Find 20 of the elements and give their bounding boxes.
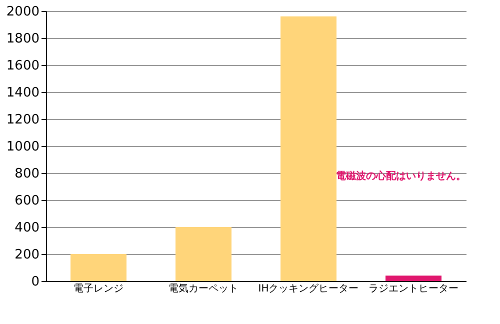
y-tick-label: 1600 bbox=[6, 58, 40, 74]
y-tick-label: 1200 bbox=[6, 112, 40, 128]
x-tick-label: 電気カーペット bbox=[168, 284, 238, 294]
bar bbox=[280, 16, 336, 281]
y-tick-label: 400 bbox=[14, 220, 40, 236]
bar bbox=[176, 227, 232, 281]
y-tick-label: 1000 bbox=[6, 140, 40, 154]
y-tick-label: 200 bbox=[14, 248, 40, 262]
x-tick-label: IHクッキングヒーター bbox=[258, 284, 359, 294]
bar bbox=[70, 254, 126, 281]
y-tick-label: 1800 bbox=[6, 32, 40, 46]
y-tick-label: 2000 bbox=[6, 4, 40, 20]
bar bbox=[386, 276, 442, 281]
x-tick-label: 電子レンジ bbox=[74, 284, 124, 294]
y-tick-label: 800 bbox=[14, 166, 40, 182]
y-tick-label: 600 bbox=[14, 194, 40, 208]
annotation: 電磁波の心配はいりません。 bbox=[336, 170, 466, 182]
y-tick-label: 0 bbox=[31, 274, 40, 290]
x-tick-label: ラジエントヒーター bbox=[368, 284, 458, 294]
y-tick-label: 1400 bbox=[6, 86, 40, 100]
